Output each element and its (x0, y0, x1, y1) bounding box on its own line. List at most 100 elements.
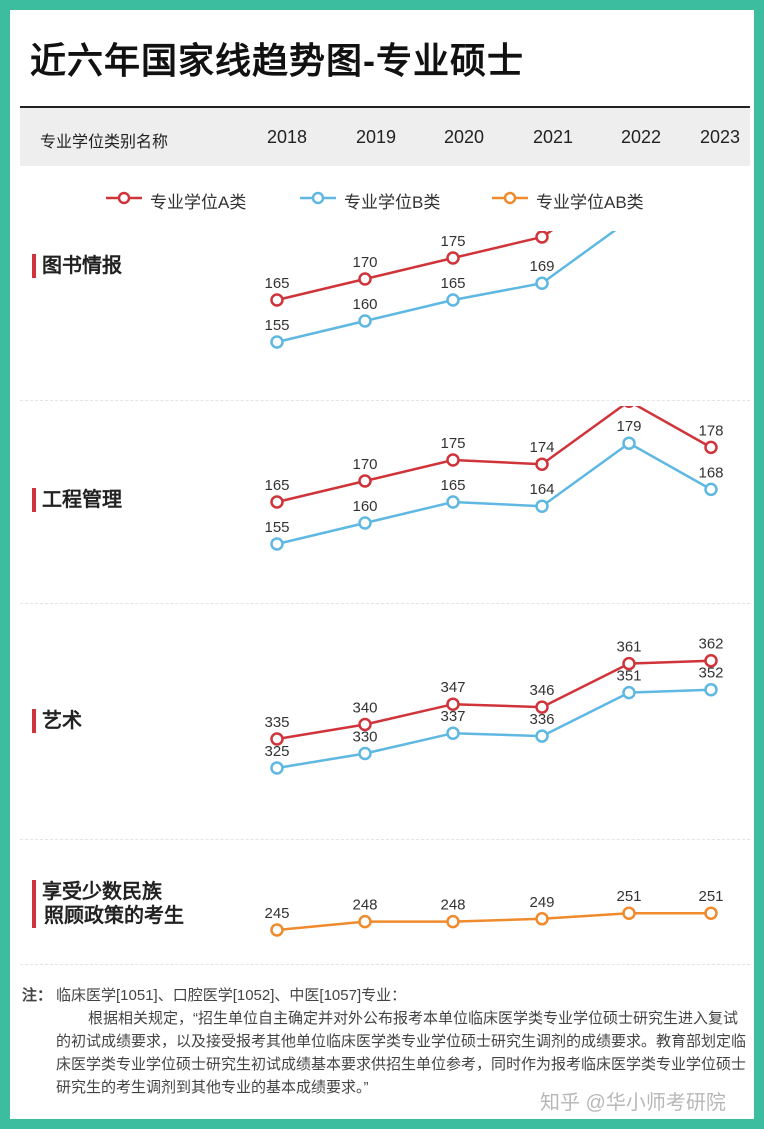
legend-swatch-b (300, 191, 336, 205)
section-label-minority-line1: 享受少数民族 (42, 881, 162, 903)
header-year-2021: 2021 (532, 127, 574, 147)
data-point (270, 495, 284, 509)
section-divider (20, 603, 750, 604)
data-label: 155 (264, 519, 289, 536)
footnote-prefix: 注： (22, 987, 53, 1004)
data-point (704, 440, 718, 455)
data-label: 336 (529, 711, 554, 728)
data-point (624, 406, 634, 408)
chart-panel-2: 335 340 347 346 361 362 325 330 337 336 351 352 (264, 636, 724, 775)
legend-swatch-a (106, 191, 142, 205)
legend-label-b: 专业学位B类 (344, 193, 441, 212)
data-label: 340 (352, 700, 377, 717)
data-point (446, 251, 460, 265)
data-point (704, 906, 718, 920)
data-point (622, 436, 636, 450)
data-label: 174 (529, 439, 554, 456)
page-title: 近六年国家线趋势图-专业硕士 (30, 40, 524, 81)
data-point (535, 700, 549, 714)
data-label: 164 (529, 481, 554, 498)
header-year-2023: 2023 (699, 127, 741, 147)
data-label: 165 (440, 275, 465, 292)
header-year-2019: 2019 (355, 127, 397, 147)
data-label: 248 (440, 897, 465, 914)
data-label: 189 (616, 376, 641, 393)
data-point (622, 656, 636, 671)
data-label: 251 (616, 888, 641, 905)
series-line-2-1 (276, 688, 712, 770)
data-point (358, 914, 372, 929)
data-label: 175 (440, 233, 465, 250)
data-label: 352 (698, 665, 723, 682)
footnote-heading: 临床医学[1051]、口腔医学[1052]、中医[1057]专业： (56, 987, 407, 1004)
chart-panel-0: 165 170 175 155 160 165 169 184 188 (264, 156, 723, 349)
data-point (270, 335, 284, 349)
data-point (535, 912, 549, 926)
data-point (358, 474, 372, 488)
data-label: 325 (264, 743, 289, 760)
data-point (535, 231, 549, 244)
data-point (704, 653, 718, 668)
title-divider (20, 106, 750, 108)
data-label: 184 (616, 195, 641, 212)
data-point (624, 173, 635, 184)
data-label: 160 (352, 296, 377, 313)
section-label-minority-line2: 照顾政策的考生 (44, 905, 184, 927)
data-point (358, 717, 372, 732)
data-point (446, 914, 460, 929)
footnote-body: 根据相关规定，“招生单位自主确定并对外公布报考本单位临床医学类专业学位硕士研究生… (56, 1010, 747, 1096)
section-label-minority: 享受少数民族 照顾政策的考生 (32, 880, 184, 928)
data-label: 175 (440, 435, 465, 452)
series-line-1-1 (276, 441, 712, 546)
data-label: 362 (698, 636, 723, 653)
data-point (446, 697, 460, 711)
data-label: 330 (352, 729, 377, 746)
data-label: 188 (698, 178, 723, 195)
data-label: 179 (616, 418, 641, 435)
series-line-1-0 (276, 406, 712, 504)
chart-panel-3: 245 248 248 249 251 251 (264, 888, 724, 937)
data-label: 346 (529, 682, 554, 699)
data-point (535, 729, 549, 743)
section-divider (20, 839, 750, 840)
series-line-3-0 (276, 911, 711, 932)
data-point (270, 293, 284, 307)
data-label: 351 (616, 668, 641, 685)
data-point (358, 516, 372, 530)
data-label: 169 (529, 258, 554, 275)
watermark: 知乎 @华小师考研院 (540, 1092, 726, 1114)
data-label: 170 (352, 254, 377, 271)
data-point (358, 314, 372, 328)
data-label: 335 (264, 714, 289, 731)
legend: 专业学位A类 专业学位B类 专业学位AB类 (10, 186, 754, 212)
data-point (270, 923, 284, 937)
data-label: 245 (264, 905, 289, 922)
data-point (622, 906, 636, 920)
data-point (446, 453, 460, 467)
legend-label-a: 专业学位A类 (150, 193, 247, 212)
legend-swatch-ab (492, 191, 528, 205)
data-point (706, 198, 717, 209)
data-point (706, 156, 717, 167)
data-label: 249 (529, 894, 554, 911)
data-label: 361 (616, 639, 641, 656)
data-label: 165 (440, 477, 465, 494)
data-label: 248 (352, 897, 377, 914)
data-point (270, 732, 284, 746)
series-line-0-0 (276, 231, 554, 302)
data-point (358, 746, 372, 761)
data-label: 160 (352, 498, 377, 515)
data-label: 165 (264, 275, 289, 292)
section-divider (20, 400, 750, 401)
table-header: 专业学位类别名称 2018 2019 2020 2021 2022 2023 (20, 108, 750, 166)
data-point (704, 482, 718, 497)
poster: 近六年国家线趋势图-专业硕士 专业学位类别名称 2018 2019 2020 2… (10, 10, 754, 1119)
chart-panel-1: 165 170 175 174 189 178 155 160 165 164 179 168 (264, 376, 724, 551)
legend-label-ab: 专业学位AB类 (536, 193, 644, 212)
data-point (446, 495, 460, 509)
section-label-art: 艺术 (32, 709, 82, 733)
header-year-2018: 2018 (266, 127, 308, 147)
data-label: 347 (440, 679, 465, 696)
data-point (270, 761, 284, 775)
